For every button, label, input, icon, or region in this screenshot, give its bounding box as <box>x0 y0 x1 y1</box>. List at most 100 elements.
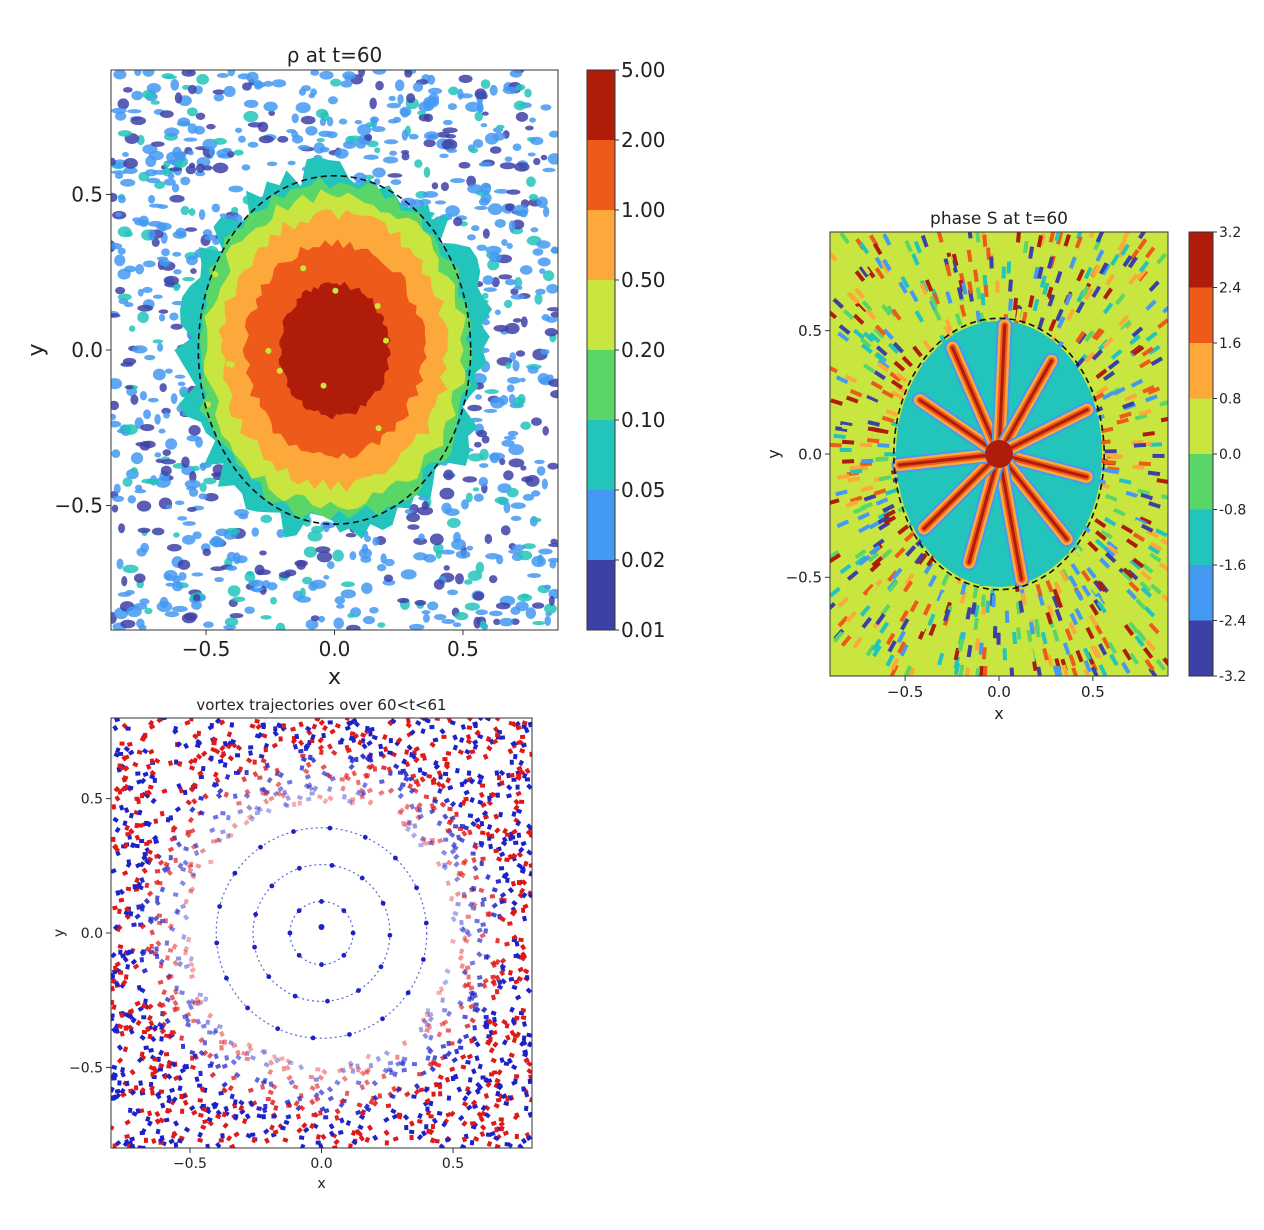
density-noise-blob <box>361 582 373 594</box>
trajectory-vortex-mark <box>472 865 479 872</box>
phase-noise-streak <box>1068 653 1077 667</box>
trajectory-vortex-mark <box>206 1116 213 1123</box>
trajectory-vortex-mark <box>130 1017 137 1024</box>
trajectory-vortex-mark <box>471 856 477 864</box>
trajectory-vortex-mark <box>163 1033 170 1039</box>
trajectory-vortex-mark <box>292 1084 299 1090</box>
phase-noise-streak <box>1072 540 1084 553</box>
trajectory-vortex-mark <box>197 1131 204 1138</box>
trajectory-vortex-mark <box>291 801 297 808</box>
density-noise-blob <box>174 500 185 506</box>
density-noise-blob <box>136 547 147 557</box>
density-noise-blob <box>178 155 186 162</box>
trajectory-vortex-mark <box>254 1076 261 1084</box>
trajectory-vortex-mark <box>159 810 165 817</box>
trajectory-vortex-mark <box>183 742 190 750</box>
trajectory-vortex-mark <box>398 807 405 814</box>
phase-noise-streak <box>951 253 959 267</box>
density-noise-blob <box>440 182 449 192</box>
trajectory-vortex-mark <box>417 1072 423 1077</box>
trajectory-vortex-mark <box>222 1122 229 1129</box>
trajectory-vortex-mark <box>134 843 140 849</box>
phase-noise-streak <box>867 437 880 444</box>
trajectory-vortex-mark <box>156 913 163 918</box>
trajectory-vortex-mark <box>260 786 268 793</box>
trajectory-vortex-mark <box>428 1128 435 1136</box>
density-noise-blob <box>423 139 436 148</box>
density-noise-blob <box>184 612 198 621</box>
trajectory-vortex-mark <box>451 1056 458 1064</box>
trajectory-vortex-point <box>359 875 365 881</box>
trajectory-vortex-mark <box>112 924 120 931</box>
trajectory-vortex-mark <box>282 789 288 796</box>
phase-noise-streak <box>905 545 917 557</box>
density-noise-blob <box>478 197 490 206</box>
trajectory-vortex-point <box>258 844 263 850</box>
trajectory-vortex-mark <box>357 739 364 746</box>
trajectory-vortex-mark <box>441 864 448 871</box>
trajectory-vortex-mark <box>433 763 441 770</box>
density-noise-blob <box>215 528 229 537</box>
phase-noise-streak <box>840 366 853 376</box>
trajectory-vortex-mark <box>423 1086 430 1093</box>
density-noise-blob <box>417 110 426 115</box>
trajectory-vortex-mark <box>297 800 303 806</box>
trajectory-vortex-mark <box>167 846 175 853</box>
density-noise-blob <box>118 523 126 534</box>
trajectory-vortex-mark <box>349 800 356 806</box>
density-noise-blob <box>506 487 519 498</box>
trajectory-vortex-mark <box>419 776 426 783</box>
density-noise-blob <box>142 440 156 449</box>
trajectory-vortex-mark <box>345 1119 352 1127</box>
trajectory-vortex-mark <box>499 891 507 899</box>
phase-noise-streak <box>830 250 838 262</box>
density-noise-blob <box>445 205 460 217</box>
trajectory-vortex-mark <box>268 1081 274 1087</box>
phase-noise-streak <box>858 554 871 566</box>
trajectory-vortex-mark <box>448 831 456 838</box>
phase-noise-streak <box>837 331 850 342</box>
phase-noise-streak <box>1097 643 1108 656</box>
trajectory-vortex-mark <box>351 718 358 724</box>
trajectory-vortex-mark <box>498 915 505 922</box>
trajectory-vortex-mark <box>452 824 459 829</box>
phase-noise-streak <box>853 505 866 515</box>
trajectory-vortex-mark <box>129 1136 136 1142</box>
trajectory-vortex-mark <box>499 957 507 965</box>
trajectory-vortex-mark <box>220 811 226 816</box>
phase-noise-streak <box>1098 664 1108 676</box>
trajectory-vortex-mark <box>306 782 313 789</box>
phase-noise-streak <box>1090 645 1100 658</box>
trajectory-vortex-mark <box>454 767 460 774</box>
trajectory-vortex-mark <box>523 860 529 867</box>
trajectory-vortex-mark <box>490 994 497 1001</box>
trajectory-vortex-mark <box>122 765 130 772</box>
trajectory-vortex-mark <box>263 798 270 805</box>
trajectory-vortex-mark <box>409 803 415 810</box>
density-noise-blob <box>481 435 490 444</box>
density-noise-blob <box>249 587 264 592</box>
trajectory-vortex-mark <box>466 1053 474 1060</box>
density-noise-blob <box>142 70 155 77</box>
trajectory-vortex-mark <box>118 970 124 975</box>
density-boundary-ellipse <box>197 174 472 526</box>
density-noise-blob <box>192 594 201 602</box>
trajectory-vortex-mark <box>381 1073 387 1080</box>
density-noise-blob <box>400 197 417 207</box>
trajectory-vortex-mark <box>460 799 467 806</box>
density-noise-blob <box>177 117 191 127</box>
density-noise-blob <box>346 624 361 630</box>
trajectory-vortex-mark <box>119 1087 126 1095</box>
trajectory-vortex-mark <box>136 1056 144 1064</box>
trajectory-vortex-mark <box>383 1116 390 1123</box>
trajectory-vortex-mark <box>488 843 494 850</box>
trajectory-vortex-mark <box>147 784 154 790</box>
density-noise-blob <box>121 576 128 587</box>
trajectory-vortex-mark <box>183 963 190 970</box>
trajectory-vortex-mark <box>277 785 284 793</box>
trajectory-vortex-mark <box>165 974 172 981</box>
trajectory-vortex-mark <box>465 914 471 919</box>
density-noise-blob <box>479 620 487 629</box>
trajectory-vortex-mark <box>392 1136 399 1142</box>
trajectory-vortex-mark <box>146 1120 153 1127</box>
